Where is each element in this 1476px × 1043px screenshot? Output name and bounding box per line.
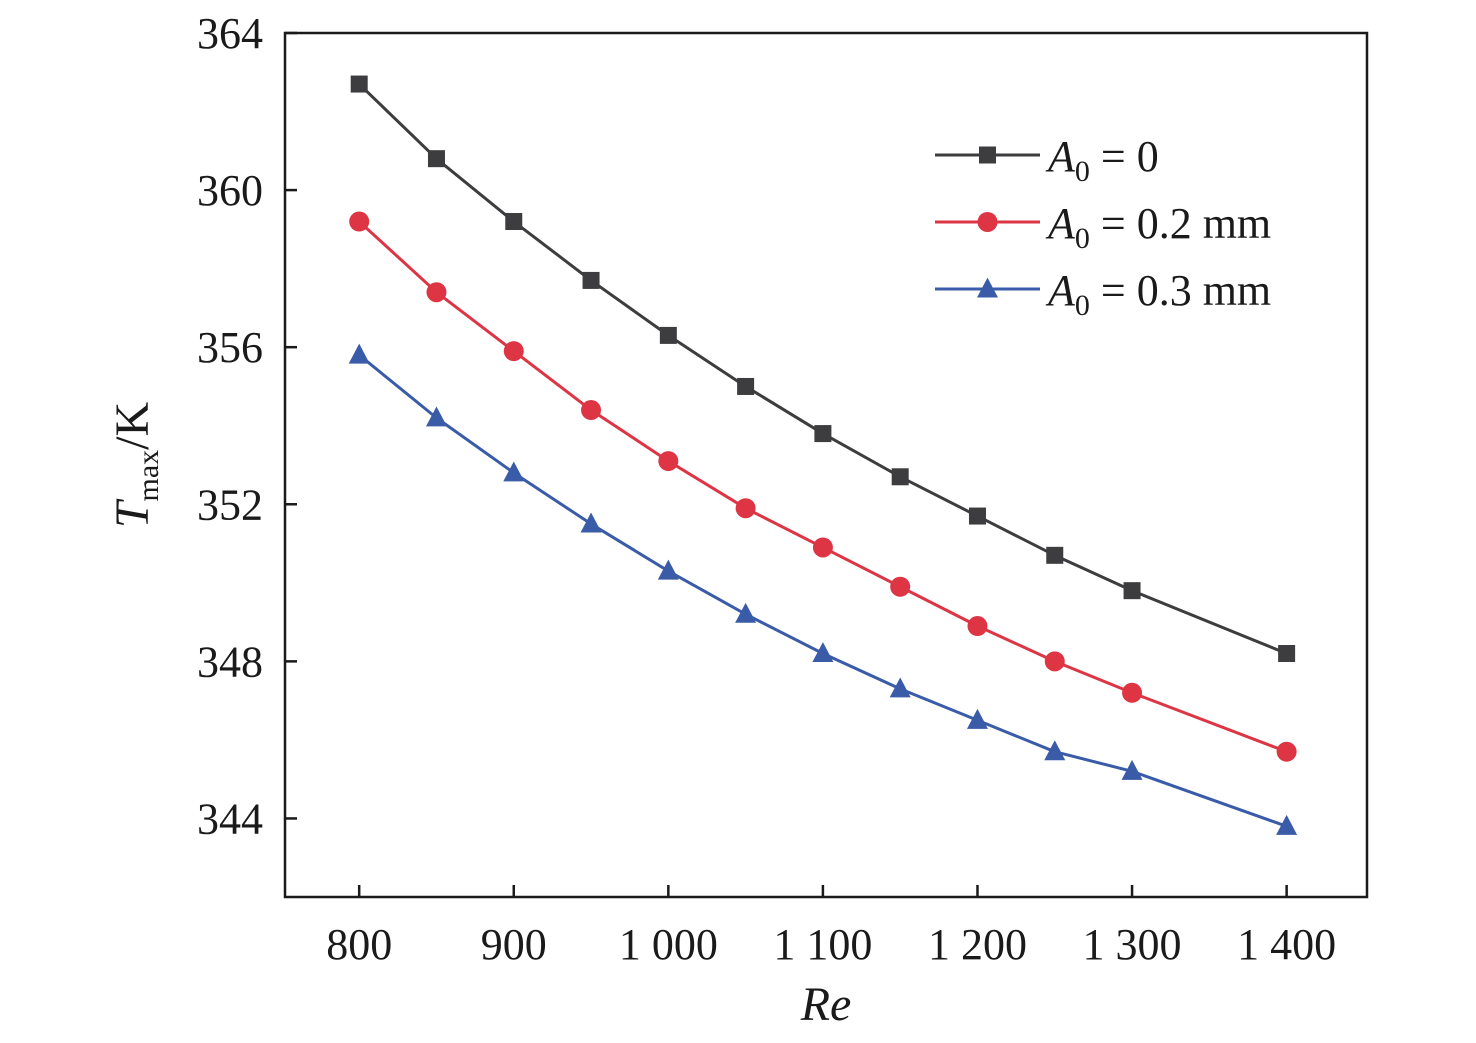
data-point [1044,740,1066,761]
y-tick-label: 344 [197,794,263,843]
x-tick-label: 1 200 [928,920,1027,969]
y-tick-label: 364 [197,9,263,58]
y-tick-label: 348 [197,637,263,686]
x-tick-label: 1 000 [619,920,718,969]
data-point [659,326,677,344]
data-point [657,559,679,580]
y-axis-title-subscript: max [132,450,165,502]
data-point [1278,645,1296,663]
data-point [889,677,911,698]
legend-marker [977,277,998,298]
data-point [348,343,370,364]
y-tick-label: 356 [197,323,263,372]
data-point [582,271,600,289]
data-point [737,377,755,395]
data-point [966,708,988,729]
legend-item: A0 = 0.2 mm [935,199,1271,255]
plot-frame [283,31,1369,899]
data-point [505,213,523,231]
x-axis-ticks: 800 900 1 000 1 100 1 200 1 300 1 400 [326,885,1336,969]
data-point [890,576,911,597]
data-point [503,341,524,362]
x-tick-label: 1 400 [1237,920,1336,969]
series-line [358,82,1288,655]
data-point [891,468,909,486]
series-2 [349,211,1297,762]
y-tick-label: 360 [197,166,263,215]
data-point [1123,582,1141,600]
data-point [349,211,370,232]
series-layer [348,75,1298,835]
x-tick-label: 1 300 [1083,920,1182,969]
data-point [967,616,988,637]
data-point [814,425,832,443]
y-axis-title: Tmax/K [106,401,165,528]
data-point [968,507,986,525]
data-point [427,150,445,168]
data-point [1276,741,1297,762]
legend-item: A0 = 0 [935,132,1159,188]
x-tick-label: 1 100 [773,920,872,969]
legend-item: A0 = 0.3 mm [935,266,1271,322]
data-point [1276,814,1298,835]
y-axis-title-unit: /K [106,401,159,449]
legend-label: A0 = 0.2 mm [1045,199,1271,255]
data-point [503,461,525,482]
data-point [1121,759,1143,780]
data-point [350,75,368,93]
y-tick-label: 352 [197,480,263,529]
data-point [735,602,757,623]
data-point [812,642,834,663]
series-1 [350,75,1296,663]
data-point [426,282,447,303]
legend-label: A0 = 0 [1045,132,1159,188]
data-point [1046,546,1064,564]
x-tick-label: 800 [326,920,392,969]
data-point [580,512,602,533]
series-line [358,353,1288,828]
data-point [658,451,679,472]
data-point [1122,682,1143,703]
x-tick-label: 900 [481,920,547,969]
data-point [581,400,602,421]
x-axis-title: Re [800,978,852,1031]
data-point [425,406,447,427]
legend: A0 = 0 A0 = 0.2 mm A0 = 0.3 mm [935,132,1271,322]
y-axis-title-symbol: T [106,498,159,528]
legend-marker [977,212,998,232]
data-point [1044,651,1065,672]
data-point [735,498,756,519]
data-point [812,537,833,558]
series-3 [348,343,1298,835]
series-line [358,220,1288,754]
legend-label: A0 = 0.3 mm [1045,266,1271,322]
y-axis-ticks: 344 348 352 356 360 364 [197,9,297,843]
legend-marker [979,146,996,164]
